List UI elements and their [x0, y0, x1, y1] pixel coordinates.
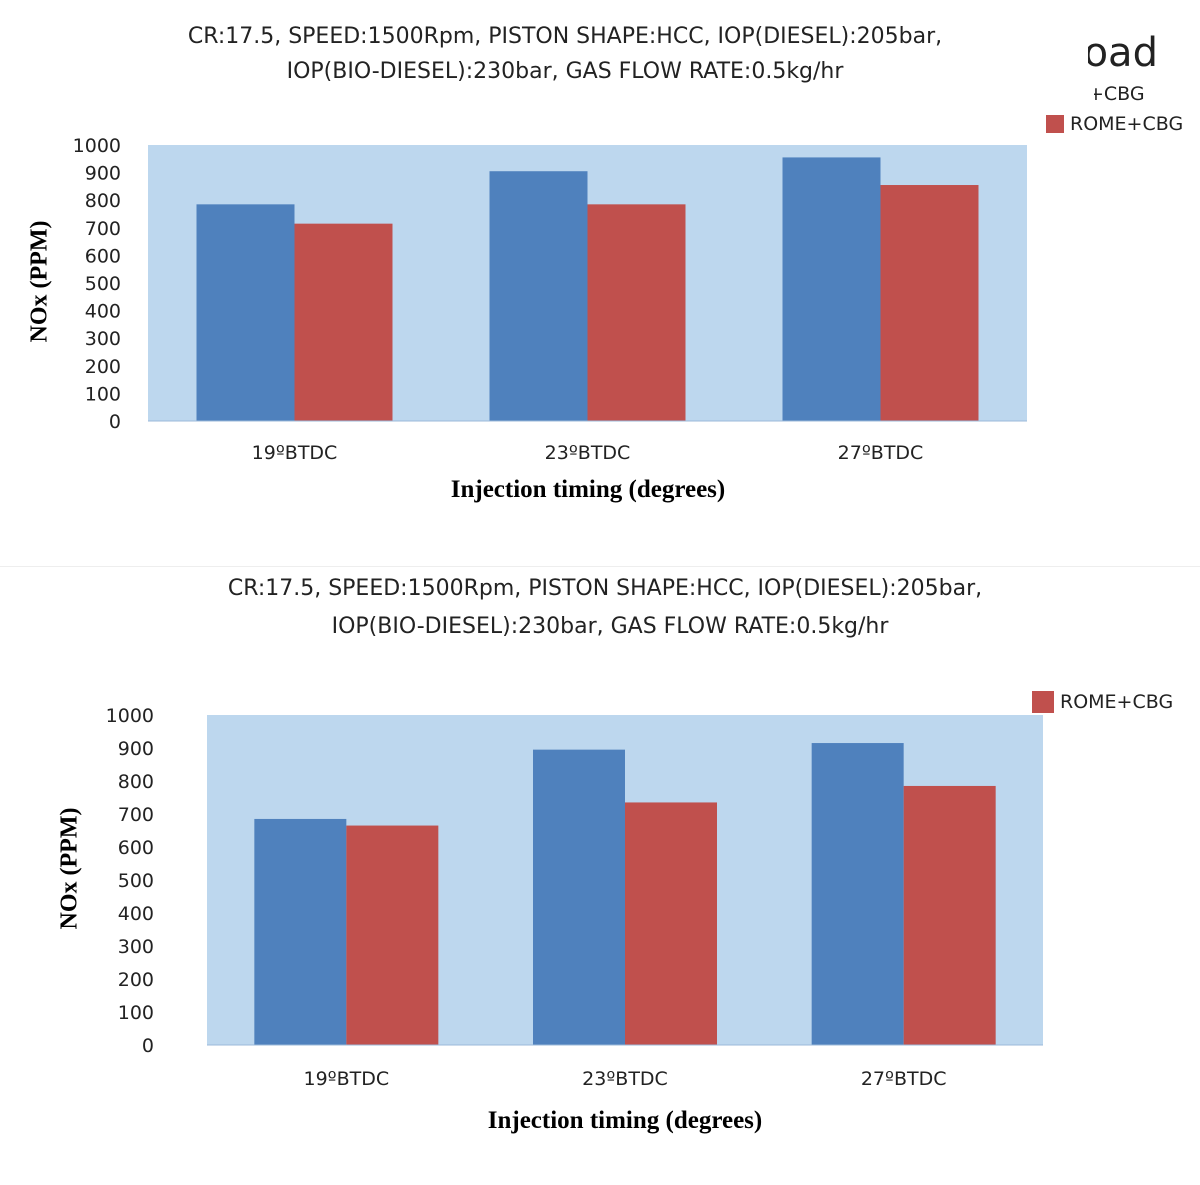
y-tick-label: 400	[118, 903, 154, 925]
legend-partial-entry-label: +CBG	[1094, 83, 1145, 105]
bar-series2	[903, 785, 996, 1045]
chart-title-line1: CR:17.5, SPEED:1500Rpm, PISTON SHAPE:HCC…	[187, 24, 943, 49]
chart-svg-2: 0 100 200 300 400 500 600 700 800 900 1000 19ºBTDC 2…	[106, 705, 1043, 1090]
legend: ROME+CBG	[1032, 688, 1173, 716]
x-tick-label: 19ºBTDC	[252, 442, 338, 464]
legend: ROME+CBG	[1046, 110, 1183, 138]
bar-series1	[489, 171, 588, 421]
y-tick-label: 600	[118, 837, 154, 859]
bar-series2	[625, 802, 717, 1045]
legend-clip: Load	[1088, 30, 1200, 80]
chart-panel-2: CR:17.5, SPEED:1500Rpm, PISTON SHAPE:HCC…	[0, 566, 1200, 1185]
bar-series2	[587, 204, 686, 421]
y-tick-label: 300	[118, 936, 154, 958]
x-axis-label: Injection timing (degrees)	[450, 476, 726, 503]
chart-title-line2: IOP(BIO-DIESEL):230bar, GAS FLOW RATE:0.…	[331, 614, 889, 639]
y-tick-label: 800	[118, 771, 154, 793]
y-tick-label: 0	[142, 1035, 154, 1057]
chart-title-line2: IOP(BIO-DIESEL):230bar, GAS FLOW RATE:0.…	[286, 59, 844, 84]
legend-partial-title: Load	[1088, 30, 1158, 76]
y-tick-label: 1000	[73, 135, 121, 157]
y-tick-label: 600	[85, 245, 121, 267]
bar-series2	[346, 825, 439, 1045]
legend-label: ROME+CBG	[1060, 691, 1174, 713]
x-tick-label: 23ºBTDC	[582, 1068, 668, 1090]
y-tick-label: 0	[109, 411, 121, 433]
y-tick-label: 900	[118, 738, 154, 760]
bar-series1	[782, 157, 881, 422]
y-tick-label: 400	[85, 301, 121, 323]
y-tick-label: 300	[85, 328, 121, 350]
legend-item-rome-cbg: ROME+CBG	[1046, 110, 1183, 138]
bar-series1	[254, 818, 347, 1045]
legend-partial-entry: +CBG	[1094, 80, 1145, 108]
y-tick-label: 200	[118, 969, 154, 991]
y-tick-label: 500	[85, 273, 121, 295]
x-tick-label: 27ºBTDC	[838, 442, 924, 464]
bar-series2	[880, 185, 979, 421]
y-tick-label: 100	[85, 383, 121, 405]
y-axis-label: NOx (PPM)	[56, 807, 83, 930]
y-tick-label: 700	[118, 804, 154, 826]
y-tick-label: 700	[85, 218, 121, 240]
legend-label: ROME+CBG	[1070, 113, 1184, 135]
chart-title-line1: CR:17.5, SPEED:1500Rpm, PISTON SHAPE:HCC…	[227, 576, 983, 601]
legend-swatch	[1046, 115, 1064, 133]
y-tick-label: 500	[118, 870, 154, 892]
bar-series1	[196, 204, 295, 421]
y-axis-label: NOx (PPM)	[26, 220, 53, 343]
legend-clip-entry: +CBG	[1094, 80, 1200, 110]
x-tick-label: 19ºBTDC	[303, 1068, 389, 1090]
legend-swatch	[1032, 691, 1054, 713]
x-axis-label: Injection timing (degrees)	[487, 1107, 763, 1134]
bar-series2	[294, 223, 393, 421]
legend-item-rome-cbg: ROME+CBG	[1032, 688, 1173, 716]
y-tick-label: 200	[85, 356, 121, 378]
y-tick-label: 1000	[106, 705, 154, 727]
chart-panel-1: CR:17.5, SPEED:1500Rpm, PISTON SHAPE:HCC…	[0, 0, 1200, 566]
y-tick-label: 100	[118, 1002, 154, 1024]
bar-series1	[533, 749, 625, 1045]
chart-svg-1: 0 100 200 300 400 500 600 700 800 900 1000 19ºBTDC 2…	[73, 135, 1027, 464]
y-tick-label: 900	[85, 163, 121, 185]
y-tick-label: 800	[85, 190, 121, 212]
x-tick-label: 27ºBTDC	[861, 1068, 947, 1090]
bar-series1	[811, 743, 904, 1045]
x-tick-label: 23ºBTDC	[545, 442, 631, 464]
